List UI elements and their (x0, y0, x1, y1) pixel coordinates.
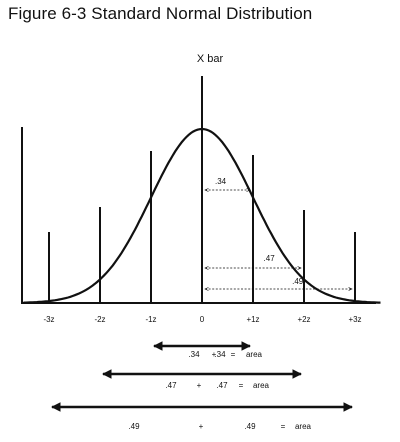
area-label-3: .49 (292, 277, 304, 286)
equation-term-b: .49 (244, 422, 256, 431)
figure-title: Figure 6-3 Standard Normal Distribution (8, 4, 313, 23)
equation-term-b: .47 (216, 381, 228, 390)
tick-label: -1z (145, 315, 156, 324)
equation-term-a: .49 (128, 422, 140, 431)
tick-label: 0 (200, 315, 205, 324)
equation-result: area (246, 350, 263, 359)
equation-term-b: .34 (214, 350, 226, 359)
mean-label: X bar (197, 53, 224, 65)
area-label-1: .34 (215, 177, 227, 186)
tick-label: -3z (43, 315, 54, 324)
tick-label: +3z (348, 315, 361, 324)
equation-equals: = (239, 381, 244, 390)
bell-curve (23, 127, 381, 304)
area-label-2: .47 (264, 254, 276, 263)
equation-plus: + (199, 422, 204, 431)
equation-plus: + (212, 350, 217, 359)
tick-label: +2z (297, 315, 310, 324)
tick-label: +1z (246, 315, 259, 324)
equation-term-a: .34 (188, 350, 200, 359)
tick-label: -2z (94, 315, 105, 324)
equation-term-a: .47 (165, 381, 177, 390)
equation-result: area (295, 422, 312, 431)
equation-equals: = (281, 422, 286, 431)
equation-plus: + (197, 381, 202, 390)
equation-equals: = (231, 350, 236, 359)
equation-result: area (253, 381, 270, 390)
